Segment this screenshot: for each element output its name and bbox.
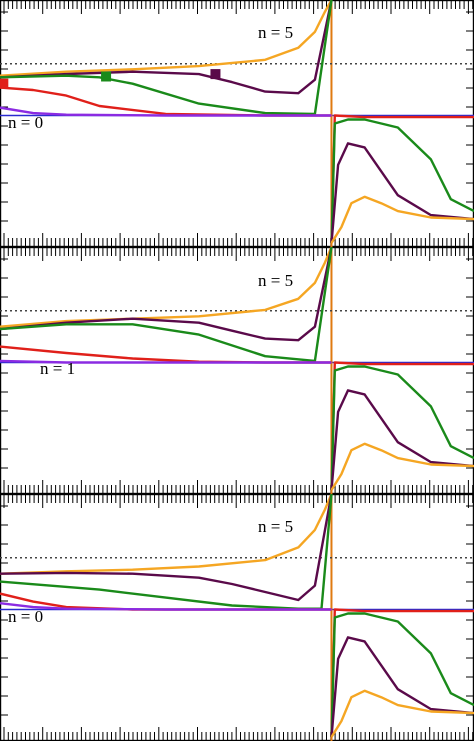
panel-frame [0,0,474,248]
label-n-upper: n = 5 [258,271,293,290]
label-n-lower: n = 0 [8,607,43,626]
series-marker [0,78,9,89]
series-line [330,142,474,244]
series-line [330,612,474,738]
series-line [0,246,333,342]
series-curves [0,0,474,247]
series-line [0,493,333,602]
series-markers [0,69,221,89]
series-line [0,493,333,610]
series-line [0,359,332,364]
panel-frame [0,494,474,741]
series-line [330,608,474,738]
series-line [330,114,474,244]
label-n-upper: n = 5 [258,517,293,536]
series-line [330,389,474,491]
series-line [330,442,474,491]
series-line [0,106,332,117]
axis-ticks [0,0,474,247]
axis-ticks [0,494,474,741]
series-line [0,0,333,95]
series-curves [0,246,474,494]
series-line [0,602,332,611]
series-line [330,118,474,244]
series-line [330,361,474,491]
series-line [330,195,474,244]
panel-bottom: n = 5 n = 0 [0,493,474,741]
series-line [330,689,474,738]
series-line [330,636,474,738]
panel-frame [0,247,474,495]
series-line [0,0,333,116]
series-line [0,246,333,363]
label-n-upper: n = 5 [258,23,293,42]
series-line [0,493,333,575]
label-n-lower: n = 0 [8,113,43,132]
series-marker [101,71,112,82]
axis-ticks [0,247,474,494]
series-marker [210,69,221,80]
label-n-lower: n = 1 [40,359,75,378]
series-line [330,365,474,491]
panel-top: n = 5 n = 0 [0,0,474,248]
series-line [0,0,333,77]
series-curves [0,493,474,741]
panel-middle: n = 5 n = 1 [0,246,474,495]
